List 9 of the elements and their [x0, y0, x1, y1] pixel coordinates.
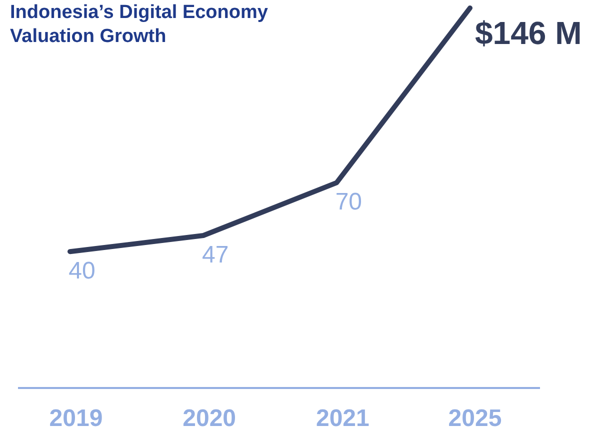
chart-title: Indonesia’s Digital Economy Valuation Growth	[10, 2, 268, 47]
x-tick-label: 2020	[182, 405, 236, 431]
data-label: 47	[202, 242, 229, 269]
data-label: 40	[68, 258, 96, 285]
x-tick-label: 2019	[49, 405, 103, 431]
x-tick-label: 2025	[448, 405, 502, 431]
data-label: 70	[335, 188, 362, 216]
data-label: $146 M	[475, 15, 582, 51]
x-tick-label: 2021	[316, 405, 370, 431]
